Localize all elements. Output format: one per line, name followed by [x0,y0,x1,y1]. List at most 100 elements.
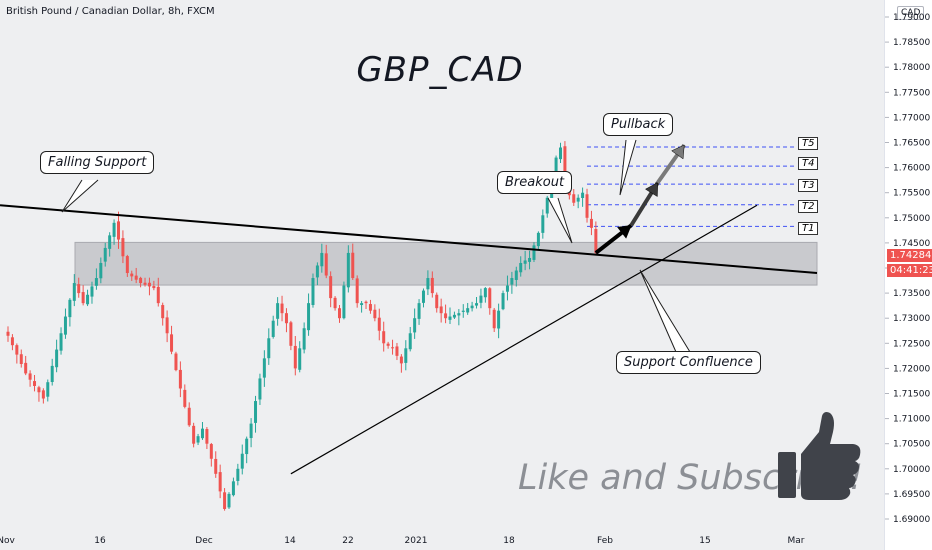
candle-body [351,252,355,279]
target-arrows [594,143,686,255]
breakout-callout[interactable]: Breakout [497,171,573,194]
candle-body [63,316,67,335]
candle-body [37,387,41,393]
x-tick-label: 22 [342,536,353,546]
price-scale[interactable]: CAD 1.69000 1.69500 1.70000 1.70500 1.71000 1… [884,0,932,550]
candle-body [50,365,54,383]
candle-body [475,303,479,306]
candle-body [430,277,434,294]
candle-body [289,322,293,346]
falling-support-callout[interactable]: Falling Support [40,151,155,174]
x-tick-label: Nov [0,536,15,546]
candle-body [280,303,284,314]
candle-body [209,444,213,459]
target-label: T3 [798,179,819,192]
candle-body [421,290,425,303]
candle-body [245,438,249,455]
candle-body [192,425,196,444]
last-price-tag: 1.74284 [887,249,932,262]
y-tick-label: 1.71500 [893,390,930,400]
candle-body [559,147,562,160]
candle-body [329,276,333,299]
countdown-tag: 04:41:23 [887,264,932,277]
thumbs-up-icon[interactable] [775,410,865,502]
target-label: T1 [798,222,819,235]
y-tick-label: 1.70500 [893,440,930,450]
candle-body [249,423,253,439]
x-tick-label: 18 [503,536,515,546]
candle-body [439,306,443,314]
candle-body [404,348,408,363]
falling-support-line[interactable] [0,204,818,275]
candle-body [302,328,306,350]
x-axis: Nov 16 Dec 14 22 2021 18 Feb 15 Mar [0,536,805,546]
rising-support-line[interactable] [290,204,758,475]
candle-body [103,247,107,262]
candle-body [532,245,536,260]
chart-header-title: British Pound / Canadian Dollar, 8h, FXC… [6,6,215,17]
candle-body [94,278,98,286]
y-tick-label: 1.72000 [893,364,930,374]
candle-body [200,428,204,439]
candle-body [523,260,527,264]
candle-body [178,369,182,389]
candle-body [68,299,72,318]
candle-body [457,313,461,316]
candle-body [307,303,311,331]
candle-body [483,288,487,298]
candle-body [364,301,368,304]
breakout-label: Breakout [505,175,565,190]
candle-body [373,309,377,319]
candle-body [572,194,576,203]
candle-body [267,338,271,359]
candle-body [33,381,37,386]
x-tick-label: 2021 [405,536,428,546]
x-tick-label: Dec [195,536,212,546]
candle-body [10,337,14,346]
candle-body [355,278,359,304]
candle-body [461,310,465,312]
pullback-callout[interactable]: Pullback [603,113,674,136]
y-tick-label: 1.70000 [893,465,930,475]
candle-body [271,320,275,337]
x-tick-label: 15 [699,536,710,546]
candle-body [528,257,532,262]
candle-body [183,389,187,407]
candle-body [505,285,509,292]
y-tick-label: 1.79000 [893,13,930,23]
candle-body [492,309,496,329]
candle-body [293,345,297,369]
candle-body [408,333,412,350]
candle-body [41,390,45,399]
support-confluence-callout[interactable]: Support Confluence [616,351,761,374]
candle-body [99,262,103,279]
candle-body [448,316,452,320]
candle-body [333,297,337,309]
candle-body [315,265,319,278]
candle-body [170,334,174,352]
pullback-label: Pullback [611,117,666,132]
y-tick-label: 1.77500 [893,88,930,98]
trend-arrow-head [616,225,632,239]
candle-body [298,348,302,370]
candle-body [81,292,85,304]
candle-body [130,273,134,277]
candle-body [479,295,483,303]
breakout-pointer [547,197,573,244]
candle-body [134,275,138,280]
candle-body [46,382,50,397]
y-tick-label: 1.69500 [893,490,930,500]
x-tick-label: 16 [94,536,106,546]
candle-body [152,286,156,289]
chart-svg[interactable]: Nov 16 Dec 14 22 2021 18 Feb 15 Mar [0,0,884,550]
candle-body [174,353,178,371]
trend-arrow-head [671,144,685,160]
candle-body [594,229,598,253]
candle-body [360,303,364,306]
candle-body [258,378,262,400]
candle-body [121,238,125,257]
y-tick-label: 1.77000 [893,113,930,123]
trend-arrow-head [644,182,659,197]
candle-body [377,317,381,331]
